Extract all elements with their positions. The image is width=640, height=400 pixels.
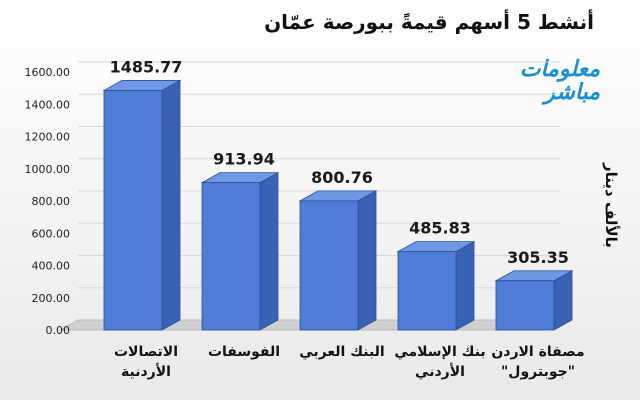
y-tick-label: 1200.00 [25, 131, 71, 144]
x-category-label: الأردني [415, 363, 465, 380]
x-category-label: مصفاة الاردن [491, 344, 584, 360]
y-tick-label: 600.00 [32, 227, 71, 240]
x-category-label: البنك العربي [299, 344, 384, 360]
y-tick-label: 1600.00 [25, 66, 71, 79]
bar-value-label: 800.76 [311, 168, 373, 187]
bar-value-label: 305.35 [507, 248, 569, 267]
x-category-label: بنك الإسلامي [394, 344, 485, 360]
y-tick-label: 0.00 [46, 324, 71, 337]
x-category-label: "جوبترول" [501, 364, 575, 380]
y-tick-label: 200.00 [32, 292, 71, 305]
bar-side [259, 171, 279, 331]
bar [201, 182, 261, 331]
brand-line-1: معلومات [519, 57, 600, 82]
brand-line-2: مباشر [544, 80, 600, 106]
bar [397, 251, 457, 331]
bar [103, 90, 163, 331]
y-tick-label: 800.00 [32, 195, 71, 208]
x-category-label: الاتصالات [114, 344, 178, 360]
y-tick-label: 400.00 [32, 260, 71, 273]
chart-title: أنشط 5 أسهم قيمةً ببورصة عمّان [264, 10, 594, 34]
y-axis-unit-label: بالألف دينار [602, 162, 620, 248]
brand-logo: معلومات مباشر [520, 58, 600, 104]
bar [299, 200, 359, 331]
bar [495, 280, 555, 331]
x-category-label: الأردنية [121, 363, 171, 380]
bar-side [455, 240, 475, 331]
y-tick-label: 1000.00 [25, 163, 71, 176]
bar-value-label: 913.94 [213, 150, 275, 169]
bar-value-label: 1485.77 [110, 57, 183, 76]
bar-side [357, 190, 377, 331]
bar-side [161, 79, 181, 331]
y-tick-label: 1400.00 [25, 98, 71, 111]
bar-value-label: 485.83 [409, 219, 471, 238]
x-category-label: الفوسفات [208, 344, 280, 360]
